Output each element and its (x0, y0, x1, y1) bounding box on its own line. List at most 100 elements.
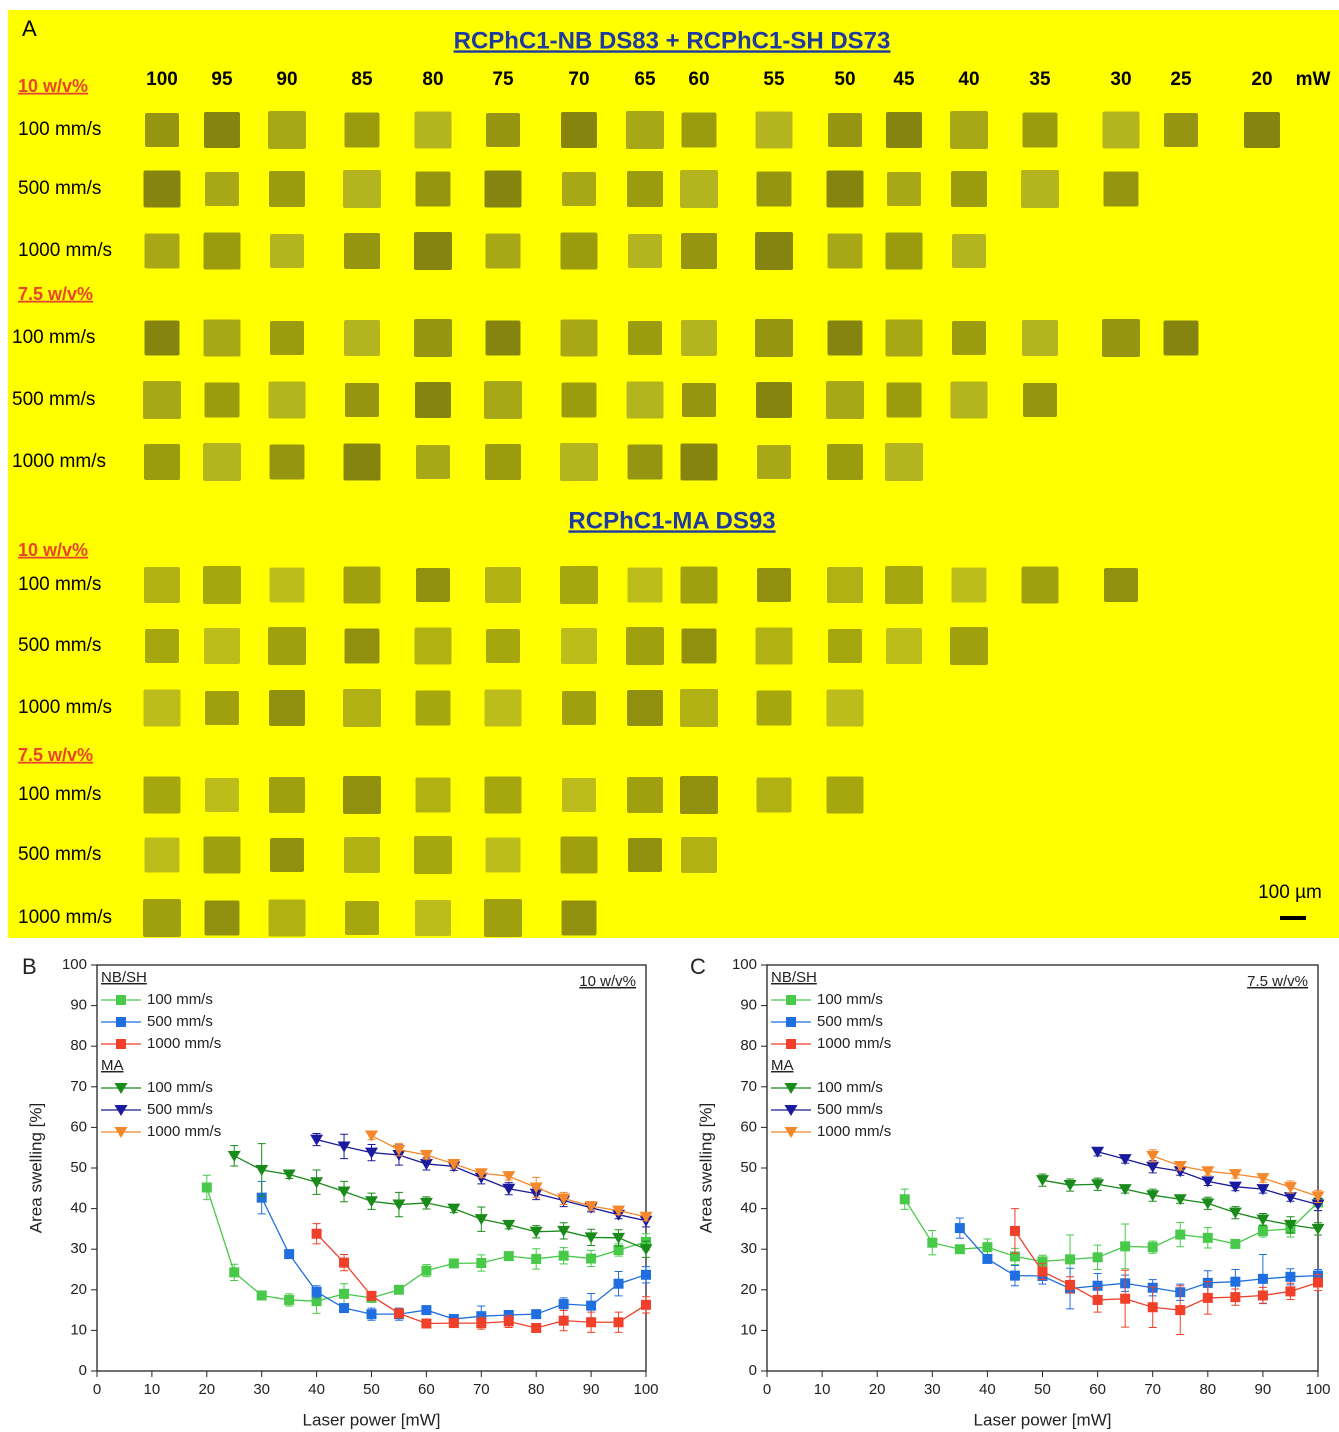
power-label: 95 (211, 69, 233, 90)
data-point (614, 1279, 624, 1289)
printed-square (204, 628, 240, 664)
printed-square (951, 171, 987, 207)
printed-square (344, 567, 381, 604)
data-point (531, 1309, 541, 1319)
printed-square (562, 172, 596, 206)
data-point (367, 1309, 377, 1319)
x-tick-label: 100 (1305, 1381, 1330, 1398)
data-point (202, 1182, 212, 1192)
y-tick-label: 80 (740, 1037, 757, 1054)
printed-square (344, 320, 380, 356)
data-point (339, 1258, 349, 1268)
series-line (1015, 1231, 1318, 1310)
y-tick-label: 100 (62, 956, 87, 973)
data-point (1146, 1151, 1159, 1162)
printed-square (268, 627, 306, 665)
power-label: 35 (1029, 69, 1051, 90)
panel-label: A (22, 16, 37, 41)
printed-square (203, 443, 241, 481)
figure: A RCPhC1-NB DS83 + RCPhC1-SH DS73 RCPhC1… (0, 0, 1339, 1432)
annotation: 7.5 w/v% (1247, 973, 1308, 990)
legend-label: 1000 mm/s (817, 1123, 891, 1140)
y-axis-label: Area swelling [%] (696, 1103, 715, 1233)
printed-square (682, 383, 716, 417)
printed-square (562, 901, 597, 936)
printed-square (345, 901, 379, 935)
printed-square (561, 320, 598, 357)
printed-square (1104, 568, 1138, 602)
data-point (257, 1290, 267, 1300)
speed-label: 100 mm/s (18, 784, 101, 805)
printed-square (270, 321, 304, 355)
data-point (365, 1131, 378, 1142)
data-point (1256, 1173, 1269, 1184)
x-tick-label: 90 (583, 1381, 600, 1398)
data-point (1201, 1198, 1214, 1209)
printed-square (486, 113, 520, 147)
printed-square (415, 628, 452, 665)
printed-square (205, 383, 240, 418)
concentration-label: 7.5 w/v% (18, 745, 93, 765)
speed-label: 500 mm/s (18, 635, 101, 656)
printed-square (144, 777, 181, 814)
y-tick-label: 70 (740, 1078, 757, 1095)
data-point (1038, 1267, 1048, 1277)
x-tick-label: 0 (93, 1381, 101, 1398)
printed-square (680, 170, 718, 208)
data-point (1284, 1192, 1297, 1203)
data-point (476, 1258, 486, 1268)
printed-square (269, 690, 305, 726)
printed-square (416, 568, 450, 602)
printed-square (143, 899, 181, 937)
printed-square (145, 629, 179, 663)
scale-bar (1280, 916, 1306, 920)
legend-label: 100 mm/s (147, 1079, 213, 1096)
y-tick-label: 90 (70, 997, 87, 1014)
data-point (504, 1251, 514, 1261)
x-tick-label: 60 (418, 1381, 435, 1398)
y-tick-label: 80 (70, 1037, 87, 1054)
data-point (1313, 1277, 1323, 1287)
x-tick-label: 30 (924, 1381, 941, 1398)
printed-square (755, 232, 793, 270)
speed-label: 500 mm/s (18, 178, 101, 199)
printed-square (343, 170, 381, 208)
data-point (982, 1242, 992, 1252)
panel-title: RCPhC1-MA DS93 (568, 507, 775, 534)
data-point (394, 1285, 404, 1295)
printed-square (270, 445, 305, 480)
printed-square (143, 381, 181, 419)
y-tick-label: 30 (740, 1240, 757, 1257)
printed-square (756, 628, 793, 665)
printed-square (344, 837, 380, 873)
data-point (502, 1171, 515, 1182)
power-label: 20 (1251, 69, 1272, 90)
scale-bar-label: 100 µm (1258, 882, 1322, 903)
printed-square (145, 838, 180, 873)
data-point (1230, 1277, 1240, 1287)
data-point (229, 1267, 239, 1277)
printed-square (757, 778, 792, 813)
power-label: 75 (492, 69, 514, 90)
printed-square (1023, 113, 1058, 148)
y-tick-label: 70 (70, 1078, 87, 1095)
printed-square (205, 172, 239, 206)
printed-square (1164, 113, 1198, 147)
x-tick-label: 50 (1034, 1381, 1051, 1398)
printed-square (951, 382, 988, 419)
printed-square (204, 837, 241, 874)
data-point (421, 1305, 431, 1315)
data-point (955, 1244, 965, 1254)
printed-square (269, 171, 305, 207)
legend-label: 1000 mm/s (147, 1035, 221, 1052)
printed-square (682, 629, 717, 664)
y-axis-label: Area swelling [%] (26, 1103, 45, 1233)
printed-square (755, 319, 793, 357)
legend-label: 500 mm/s (817, 1013, 883, 1030)
printed-square (414, 232, 452, 270)
printed-square (485, 690, 522, 727)
x-tick-label: 10 (814, 1381, 831, 1398)
power-label: 40 (958, 69, 979, 90)
printed-square (886, 320, 923, 357)
